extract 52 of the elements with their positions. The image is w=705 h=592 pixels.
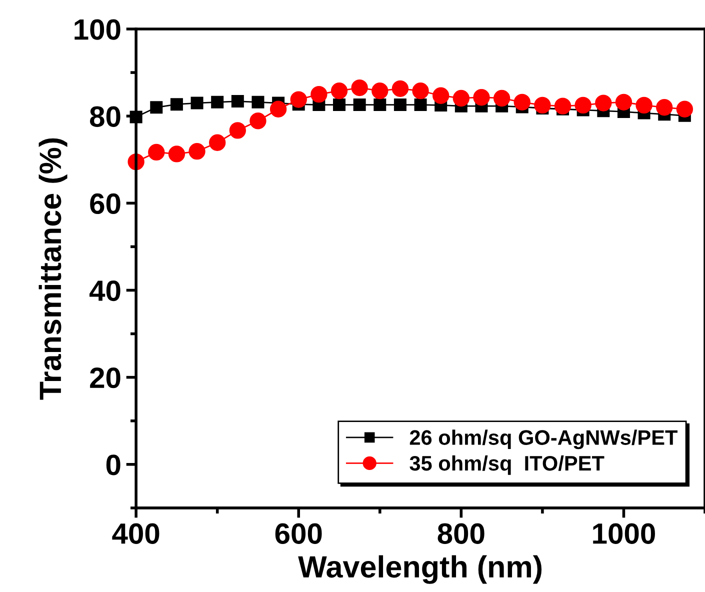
point bbox=[252, 96, 264, 108]
point bbox=[333, 98, 346, 112]
x-tick-label: 1000 bbox=[593, 523, 655, 544]
point bbox=[148, 144, 165, 161]
point bbox=[574, 96, 592, 114]
x-tick-label: 400 bbox=[112, 523, 160, 544]
point bbox=[394, 98, 406, 112]
point bbox=[615, 94, 632, 110]
legend-label: 26 ohm/sq GO-AgNWs/PET bbox=[410, 430, 678, 450]
point bbox=[231, 95, 244, 108]
point bbox=[310, 86, 328, 103]
point bbox=[473, 89, 490, 106]
point bbox=[374, 98, 386, 112]
point bbox=[209, 134, 226, 151]
point bbox=[250, 112, 266, 130]
y-tick-label: 80 bbox=[90, 106, 120, 127]
point bbox=[211, 96, 224, 108]
point bbox=[190, 96, 204, 110]
point bbox=[351, 79, 368, 96]
y-tick-label: 20 bbox=[90, 368, 120, 388]
point bbox=[330, 82, 348, 100]
legend-label: 35 ohm/sq ITO/PET bbox=[410, 455, 604, 475]
y-tick-label: 60 bbox=[90, 193, 120, 214]
point bbox=[290, 91, 307, 108]
x-tick-label: 800 bbox=[438, 523, 484, 544]
point bbox=[229, 122, 246, 139]
point bbox=[595, 94, 612, 112]
point bbox=[452, 90, 470, 107]
point bbox=[170, 98, 183, 111]
x-axis-title: Wavelength (nm) bbox=[298, 555, 542, 584]
point bbox=[412, 82, 429, 100]
y-tick-label: 40 bbox=[89, 280, 120, 302]
y-tick-label: 0 bbox=[106, 454, 120, 476]
x-tick-label: 600 bbox=[275, 523, 322, 544]
point bbox=[392, 80, 409, 97]
point bbox=[188, 143, 206, 160]
point bbox=[372, 82, 388, 100]
point bbox=[168, 146, 186, 162]
y-tick-label: 100 bbox=[74, 19, 120, 40]
point bbox=[534, 96, 551, 114]
point bbox=[636, 96, 652, 114]
point bbox=[656, 99, 673, 116]
point bbox=[150, 101, 163, 114]
point bbox=[493, 90, 510, 107]
point bbox=[554, 98, 572, 114]
point bbox=[353, 98, 366, 112]
y-axis-title: Transmittance (%) bbox=[38, 138, 68, 400]
point bbox=[414, 98, 427, 112]
point bbox=[514, 94, 530, 110]
point bbox=[676, 100, 694, 118]
point bbox=[432, 87, 450, 104]
point bbox=[270, 100, 287, 118]
